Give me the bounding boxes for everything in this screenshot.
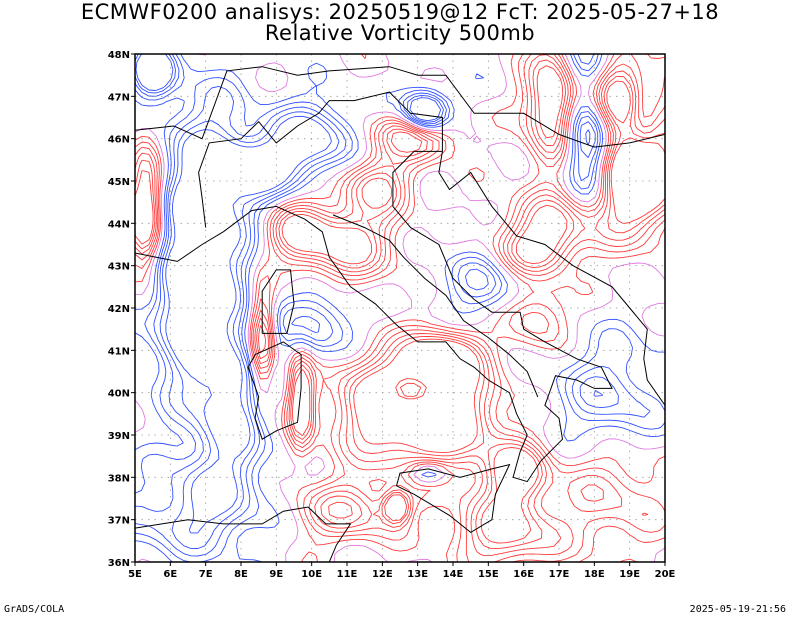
y-tick-label: 42N	[108, 304, 130, 315]
x-tick-label: 8E	[234, 569, 248, 580]
map-title-line1: ECMWF0200 analisys: 20250519@12 FcT: 202…	[80, 0, 720, 24]
y-tick-label: 46N	[108, 135, 130, 146]
alps-border	[198, 91, 443, 228]
negative-vorticity-contour	[135, 54, 651, 557]
y-tick-label: 44N	[108, 219, 130, 230]
y-tick-label: 41N	[108, 346, 130, 357]
x-tick-label: 7E	[199, 569, 213, 580]
x-tick-label: 18E	[584, 569, 605, 580]
corsica-coast	[261, 269, 295, 334]
x-tick-label: 15E	[478, 569, 499, 580]
y-tick-label: 37N	[108, 516, 130, 527]
x-tick-label: 12E	[372, 569, 393, 580]
map-title-line2: Relative Vorticity 500mb	[264, 21, 536, 45]
y-tick-label: 45N	[108, 177, 130, 188]
negative-vorticity-contour	[135, 54, 604, 534]
africa-coast	[135, 506, 352, 562]
balkan-coast	[438, 151, 665, 406]
north-border	[135, 66, 665, 148]
positive-vorticity-contour	[135, 59, 665, 550]
y-axis-ticks: 36N 37N 38N 39N 40N 41N 42N 43N 44N 45N 46N 47N 48N	[108, 50, 135, 569]
apennine-border	[332, 214, 539, 398]
x-tick-label: 19E	[619, 569, 640, 580]
france-coast	[135, 231, 224, 262]
positive-vorticity-contour	[135, 54, 665, 562]
x-tick-label: 14E	[443, 569, 464, 580]
y-tick-label: 43N	[108, 262, 130, 273]
x-tick-label: 10E	[301, 569, 322, 580]
y-tick-label: 47N	[108, 92, 130, 103]
footer-timestamp: 2025-05-19-21:56	[689, 604, 786, 615]
x-tick-label: 11E	[337, 569, 358, 580]
italy-coast	[223, 150, 613, 483]
y-tick-label: 39N	[108, 431, 130, 442]
x-tick-label: 20E	[655, 569, 676, 580]
positive-vorticity-contour	[135, 65, 665, 544]
sardinia-coast	[247, 341, 302, 440]
coastlines-borders	[135, 66, 665, 562]
sicily-coast	[396, 463, 511, 534]
y-tick-label: 48N	[108, 50, 130, 61]
positive-vorticity-contour	[135, 54, 665, 557]
x-tick-label: 5E	[128, 569, 142, 580]
x-tick-label: 9E	[269, 569, 283, 580]
y-tick-label: 36N	[108, 558, 130, 569]
x-tick-label: 17E	[549, 569, 570, 580]
x-axis-ticks: 5E 6E 7E 8E 9E 10E 11E 12E 13E 14E 15E 16E 17E 18E 19E…	[128, 562, 676, 580]
footer-left-label: GrADS/COLA	[4, 604, 65, 615]
zero-vorticity-contour	[135, 54, 665, 562]
x-tick-label: 13E	[407, 569, 428, 580]
x-tick-label: 6E	[163, 569, 177, 580]
vorticity-contours	[135, 54, 665, 562]
y-tick-label: 40N	[108, 389, 130, 400]
x-tick-label: 16E	[513, 569, 534, 580]
y-tick-label: 38N	[108, 473, 130, 484]
negative-vorticity-contour	[135, 54, 665, 562]
